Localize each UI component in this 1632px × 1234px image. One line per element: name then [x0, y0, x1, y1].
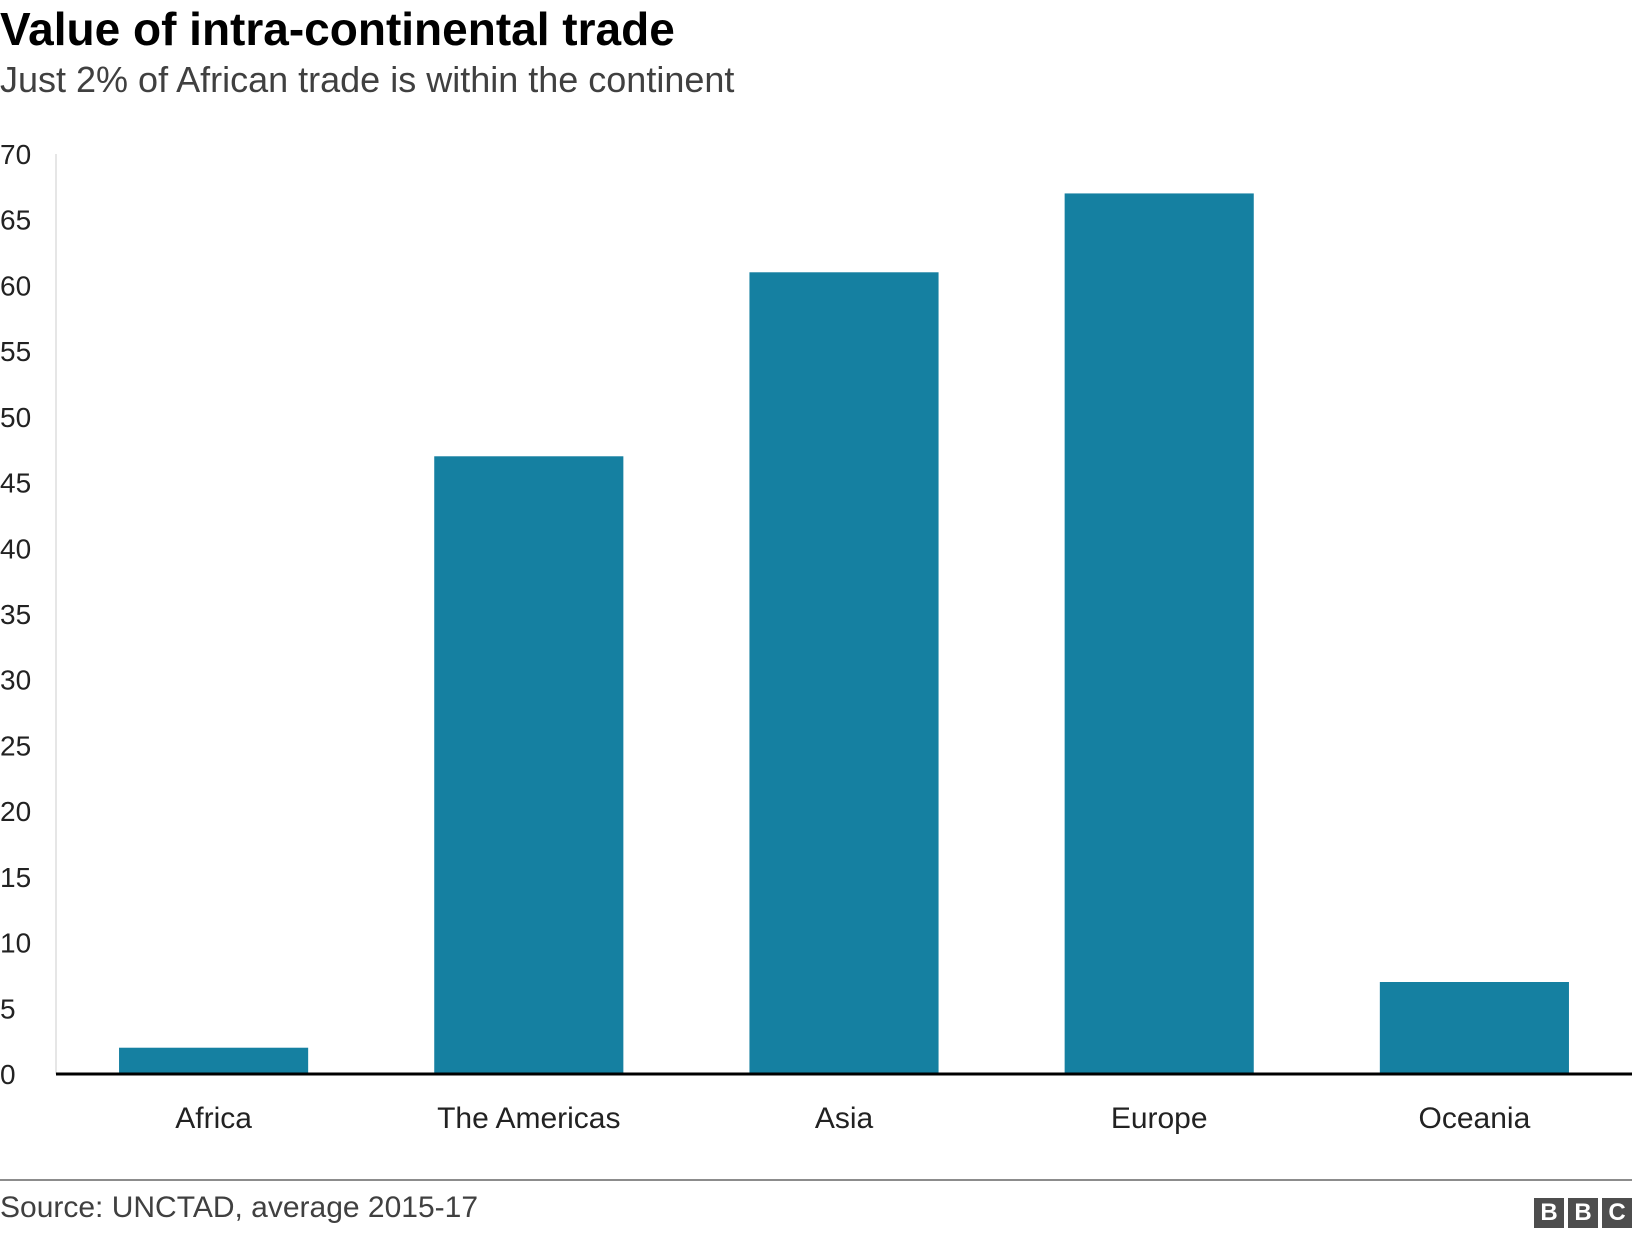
bar	[749, 272, 939, 1074]
logo-letter: C	[1602, 1198, 1632, 1228]
x-tick-label: The Americas	[437, 1102, 620, 1135]
y-tick-label: 55	[0, 336, 31, 367]
y-tick-label: 10	[0, 928, 31, 959]
y-tick-label: 60	[0, 270, 31, 301]
y-tick-label: 35	[0, 599, 31, 630]
bbc-logo: B B C	[1534, 1198, 1632, 1228]
y-tick-label: 40	[0, 533, 31, 564]
x-tick-label: Europe	[1111, 1102, 1208, 1135]
y-tick-label: 20	[0, 796, 31, 827]
y-tick-label: 65	[0, 205, 31, 236]
x-tick-label: Oceania	[1419, 1102, 1531, 1135]
y-tick-label: 45	[0, 468, 31, 499]
chart-subtitle: Just 2% of African trade is within the c…	[0, 59, 735, 100]
logo-letter: B	[1568, 1198, 1598, 1228]
bar	[119, 1047, 309, 1074]
footer-divider	[0, 1179, 1632, 1181]
chart-title: Value of intra-continental trade	[0, 3, 675, 55]
bar	[1379, 982, 1569, 1074]
y-tick-label: 30	[0, 665, 31, 696]
source-note: Source: UNCTAD, average 2015-17	[0, 1191, 479, 1224]
y-tick-label: 15	[0, 862, 31, 893]
y-tick-label: 5	[0, 993, 16, 1024]
bar	[1064, 193, 1254, 1074]
x-tick-label: Asia	[815, 1102, 874, 1135]
y-tick-label: 50	[0, 402, 31, 433]
y-tick-label: 70	[0, 139, 31, 170]
logo-letter: B	[1534, 1198, 1564, 1228]
x-tick-label: Africa	[175, 1102, 252, 1135]
bar-chart: 0 5 10 15 20 25 30 35 40 45 50 55 60 65 70 Africa The Am…	[0, 139, 1632, 1135]
y-tick-label: 25	[0, 730, 31, 761]
bar	[434, 456, 624, 1074]
y-tick-label: 0	[0, 1059, 16, 1090]
